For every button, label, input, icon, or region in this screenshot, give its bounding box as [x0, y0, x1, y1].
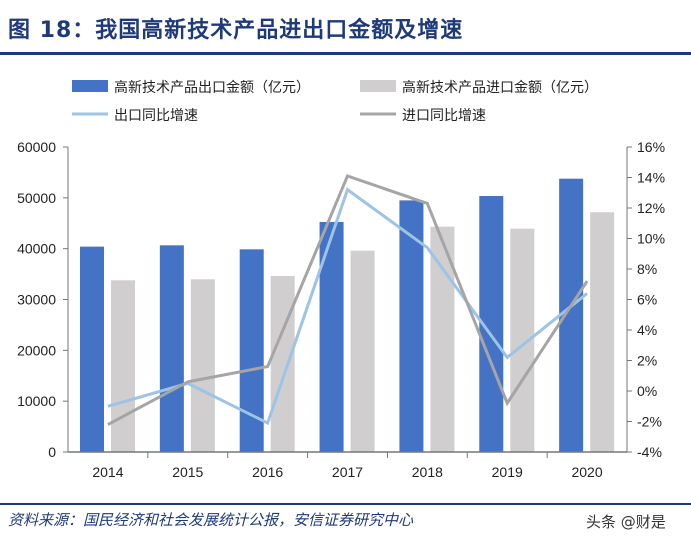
right-tick-label: 14%: [637, 170, 665, 186]
bar-export-2014: [80, 246, 104, 452]
bar-import-2015: [190, 279, 215, 452]
figure-title: 图 18：我国高新技术产品进出口金额及增速: [8, 18, 464, 43]
left-tick-label: 10000: [17, 393, 56, 409]
right-tick-label: 6%: [637, 292, 657, 308]
bar-import-2017: [350, 250, 375, 452]
x-tick-label: 2016: [252, 464, 283, 480]
right-tick-label: 10%: [637, 231, 665, 247]
footer-divider: [0, 503, 691, 505]
x-tick-label: 2015: [172, 464, 203, 480]
bar-export-2018: [399, 200, 424, 452]
title-divider: [0, 52, 691, 55]
left-tick-label: 40000: [17, 241, 56, 257]
right-tick-label: -2%: [637, 414, 662, 430]
x-tick-label: 2019: [492, 464, 523, 480]
watermark: 头条 @财是: [586, 513, 666, 531]
x-tick-label: 2014: [92, 464, 123, 480]
x-tick-label: 2018: [412, 464, 443, 480]
left-tick-label: 50000: [17, 190, 56, 206]
right-tick-label: 2%: [637, 353, 657, 369]
source-note: 资料来源：国民经济和社会发展统计公报，安信证券研究中心: [8, 511, 414, 529]
right-tick-label: 4%: [637, 322, 657, 338]
left-tick-label: 60000: [17, 139, 56, 155]
x-tick-label: 2020: [571, 464, 602, 480]
legend-swatch: [72, 80, 108, 92]
right-tick-label: 0%: [637, 383, 657, 399]
bar-import-2014: [111, 280, 135, 452]
legend-label: 高新技术产品出口金额（亿元）: [114, 79, 310, 95]
line-import-growth: [107, 174, 589, 426]
legend-swatch: [360, 80, 396, 92]
bar-export-2016: [239, 249, 264, 452]
legend-label: 高新技术产品进口金额（亿元）: [402, 79, 598, 95]
chart: 2014 2015 2016 2017 2018 2019 2020 0 10000 20000 3…: [17, 79, 665, 480]
legend-label: 进口同比增速: [402, 107, 486, 123]
bar-import-2016: [270, 276, 295, 452]
legend-label: 出口同比增速: [114, 107, 198, 123]
bar-import-2020: [590, 212, 615, 452]
right-tick-label: 12%: [637, 200, 665, 216]
left-tick-label: 30000: [17, 292, 56, 308]
x-tick-label: 2017: [332, 464, 363, 480]
right-tick-label: -4%: [637, 444, 662, 460]
left-tick-label: 0: [48, 444, 56, 460]
left-tick-label: 20000: [17, 342, 56, 358]
right-tick-label: 16%: [637, 139, 665, 155]
bar-export-2020: [559, 178, 584, 452]
right-tick-label: 8%: [637, 261, 657, 277]
bar-export-2015: [159, 245, 184, 452]
